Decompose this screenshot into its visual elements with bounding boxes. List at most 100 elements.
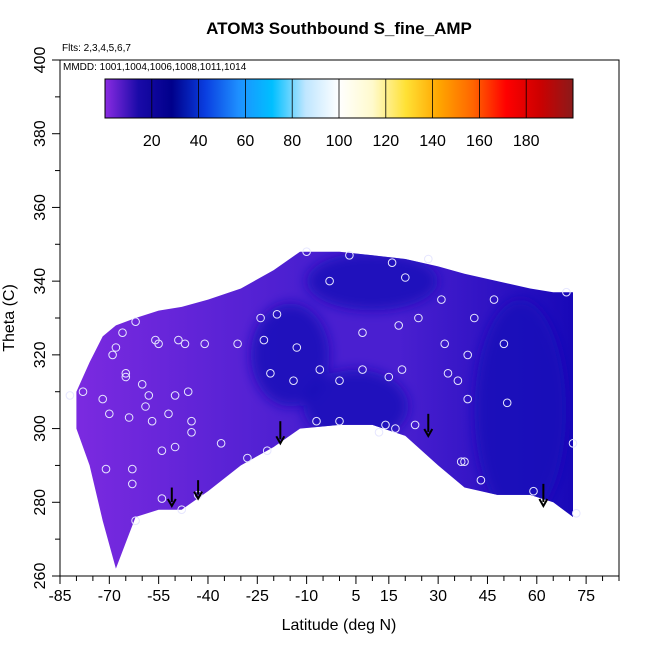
observation-point xyxy=(137,380,147,389)
x-tick-label: -70 xyxy=(98,588,121,605)
observation-point xyxy=(124,413,134,422)
observation-point xyxy=(243,453,252,463)
x-tick-label: 75 xyxy=(577,588,595,605)
observation-point xyxy=(384,372,394,382)
heatmap-field xyxy=(76,251,574,569)
x-tick-label: -55 xyxy=(147,588,170,605)
colorbar: 20 40 60 80 100 120 140 160 180 xyxy=(104,78,574,150)
colorbar-tick-label: 40 xyxy=(190,133,208,150)
observation-point xyxy=(164,409,173,419)
observation-point xyxy=(529,486,538,496)
observation-point xyxy=(157,446,167,456)
observation-point xyxy=(414,313,423,323)
observation-point xyxy=(121,372,131,382)
observation-point xyxy=(233,339,242,349)
observation-point xyxy=(463,394,473,404)
observation-point xyxy=(256,313,265,323)
x-axis-label: Latitude (deg N) xyxy=(282,617,397,634)
observation-point xyxy=(101,464,111,474)
observation-point xyxy=(131,317,140,327)
colorbar-tick-label: 140 xyxy=(419,133,446,150)
observation-point xyxy=(170,442,180,452)
observation-point xyxy=(502,398,512,408)
observation-point xyxy=(358,328,367,338)
chart-title: ATOM3 Southbound S_fine_AMP xyxy=(206,19,472,38)
arrow-marker xyxy=(193,480,203,501)
observation-point xyxy=(157,494,167,503)
field-patch xyxy=(303,369,409,444)
y-tick-label: 360 xyxy=(32,194,49,221)
observation-point xyxy=(266,369,275,378)
observation-point xyxy=(98,394,107,404)
x-tick-label: 5 xyxy=(351,588,360,605)
observation-point xyxy=(128,464,137,474)
observation-point xyxy=(144,391,154,400)
colorbar-tick-label: 60 xyxy=(237,133,255,150)
x-tick-label: 15 xyxy=(380,588,398,605)
observation-point xyxy=(315,365,325,374)
arrow-marker xyxy=(538,483,549,508)
y-tick-label: 260 xyxy=(32,563,49,590)
colorbar-tick-label: 20 xyxy=(143,133,161,150)
observation-point xyxy=(397,365,407,374)
x-tick-label: 30 xyxy=(429,588,447,605)
observation-point xyxy=(174,335,183,345)
observation-point xyxy=(289,376,298,386)
observation-point xyxy=(443,369,453,378)
observation-point xyxy=(111,343,121,352)
observation-point xyxy=(460,457,469,467)
observation-point xyxy=(65,391,75,400)
x-tick-label: 45 xyxy=(479,588,497,605)
y-axis-label: Theta (C) xyxy=(1,284,18,352)
colorbar-tick-label: 100 xyxy=(326,133,353,150)
dates-note: MMDD: 1001,1004,1006,1008,1011,1014 xyxy=(63,62,247,73)
observation-point xyxy=(424,254,433,264)
y-tick-label: 300 xyxy=(32,415,49,442)
observation-point xyxy=(259,335,269,345)
observation-point xyxy=(489,295,499,304)
observation-point xyxy=(292,343,302,352)
observation-point xyxy=(141,402,150,411)
observation-points xyxy=(65,247,581,526)
observation-point xyxy=(262,446,272,456)
field-patch xyxy=(250,303,330,407)
observation-point xyxy=(381,420,390,430)
observation-point xyxy=(170,391,180,400)
observation-point xyxy=(147,416,157,426)
observation-point xyxy=(345,251,354,260)
arrow-marker xyxy=(423,413,434,438)
observation-point xyxy=(335,416,344,426)
observation-point xyxy=(568,439,578,448)
y-tick-label: 280 xyxy=(32,489,49,516)
observation-point xyxy=(335,376,344,386)
observation-point xyxy=(272,310,282,319)
flights-note: Flts: 2,3,4,5,6,7 xyxy=(62,43,131,54)
observation-point xyxy=(325,276,334,286)
x-tick-label: 60 xyxy=(528,588,546,605)
arrow-marker xyxy=(166,487,177,508)
observation-point xyxy=(358,365,367,374)
observation-point xyxy=(312,416,321,426)
observation-point xyxy=(216,439,226,448)
observation-point xyxy=(440,339,450,349)
observation-point xyxy=(470,313,479,323)
x-axis: -85 -70 -55 -40 -25 -10 5 15 30 45 60 75 xyxy=(48,576,620,605)
arrow-markers xyxy=(166,413,549,508)
observation-point xyxy=(128,479,137,489)
observation-point xyxy=(302,247,311,256)
colorbar-tick-label: 120 xyxy=(372,133,399,150)
observation-point xyxy=(180,339,190,349)
y-tick-label: 400 xyxy=(32,47,49,74)
observation-point xyxy=(387,258,397,268)
colorbar-tick-label: 80 xyxy=(283,133,301,150)
observation-point xyxy=(187,416,196,426)
y-axis: 260 280 300 320 340 360 380 400 xyxy=(32,47,60,590)
observation-point xyxy=(394,321,404,330)
observation-point xyxy=(410,420,420,430)
observation-point xyxy=(177,505,186,515)
x-tick-label: -40 xyxy=(196,588,219,605)
observation-point xyxy=(476,475,486,485)
observation-point xyxy=(463,350,473,360)
x-tick-label: -85 xyxy=(48,588,71,605)
y-tick-label: 320 xyxy=(32,341,49,368)
